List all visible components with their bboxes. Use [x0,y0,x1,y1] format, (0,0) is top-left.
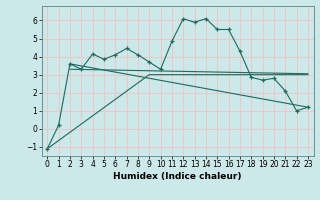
X-axis label: Humidex (Indice chaleur): Humidex (Indice chaleur) [113,172,242,181]
